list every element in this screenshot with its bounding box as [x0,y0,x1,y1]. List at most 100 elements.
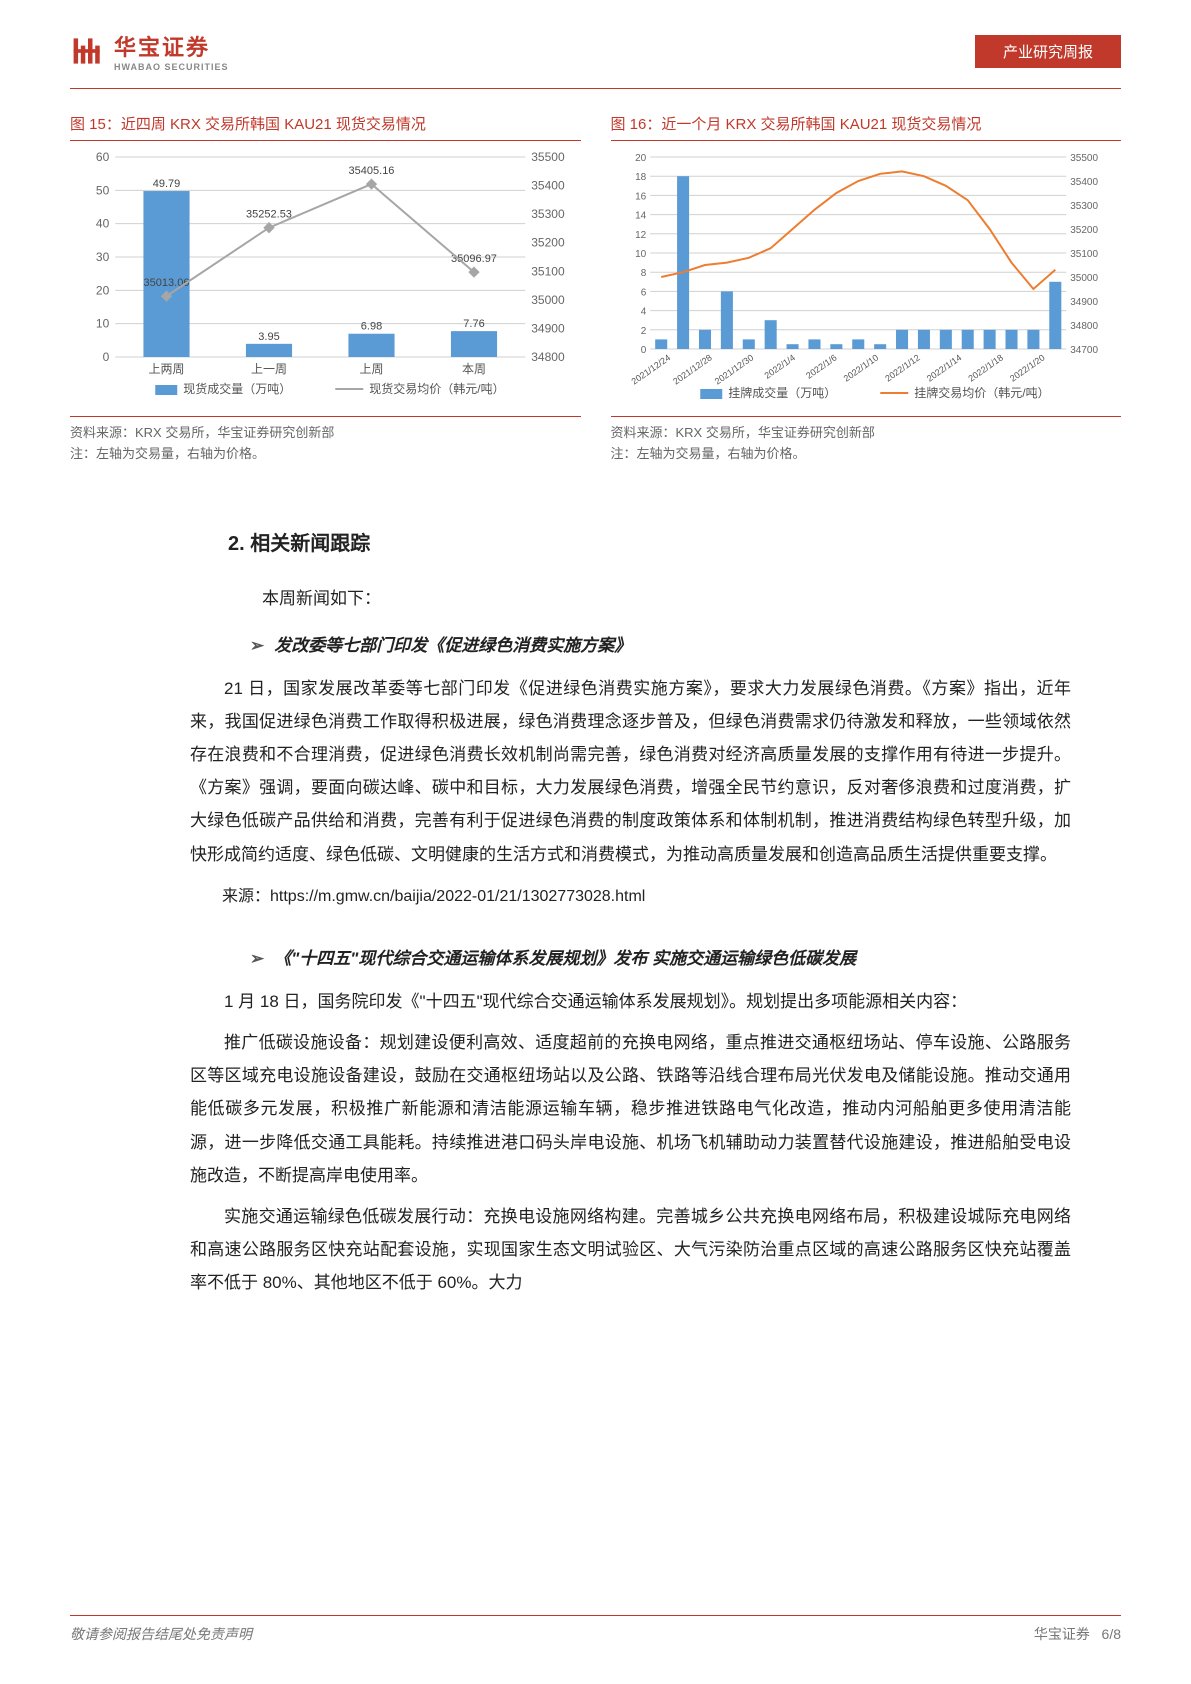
svg-text:2021/12/24: 2021/12/24 [629,352,672,386]
footer-disclaimer: 敬请参阅报告结尾处免责声明 [70,1624,252,1644]
svg-text:49.79: 49.79 [153,178,181,190]
svg-text:4: 4 [640,307,646,318]
svg-text:35400: 35400 [531,179,565,193]
svg-text:30: 30 [96,250,110,264]
svg-text:35100: 35100 [1070,249,1098,260]
svg-text:2022/1/6: 2022/1/6 [804,352,838,380]
svg-text:50: 50 [96,183,110,197]
divider [611,140,1122,141]
svg-text:0: 0 [640,345,646,356]
chart-15-source: 资料来源：KRX 交易所，华宝证券研究创新部 注：左轴为交易量，右轴为价格。 [70,423,581,465]
chart-16-source: 资料来源：KRX 交易所，华宝证券研究创新部 注：左轴为交易量，右轴为价格。 [611,423,1122,465]
svg-text:35000: 35000 [1070,273,1098,284]
page-footer: 敬请参阅报告结尾处免责声明 华宝证券 6/8 [70,1615,1121,1644]
svg-text:12: 12 [635,230,647,241]
svg-text:35013.06: 35013.06 [144,277,190,289]
svg-text:35200: 35200 [1070,225,1098,236]
svg-text:34900: 34900 [1070,297,1098,308]
svg-text:40: 40 [96,217,110,231]
svg-text:34800: 34800 [531,350,565,364]
svg-text:14: 14 [635,211,647,222]
chart-15: 0102030405060348003490035000351003520035… [70,147,581,407]
svg-text:2022/1/18: 2022/1/18 [966,352,1005,383]
svg-text:7.76: 7.76 [463,318,484,330]
svg-text:2022/1/4: 2022/1/4 [762,352,796,380]
svg-text:35500: 35500 [1070,153,1098,164]
source-text: 资料来源：KRX 交易所，华宝证券研究创新部 [611,423,1122,444]
news-2-headline: ➢ 《"十四五"现代综合交通运输体系发展规划》发布 实施交通运输绿色低碳发展 [250,942,1071,975]
logo-text-en: HWABAO SECURITIES [114,62,229,72]
svg-text:34800: 34800 [1070,321,1098,332]
svg-text:2021/12/28: 2021/12/28 [671,352,714,386]
svg-text:35100: 35100 [531,264,565,278]
note-text: 注：左轴为交易量，右轴为价格。 [611,444,1122,465]
svg-text:35300: 35300 [531,207,565,221]
divider [611,416,1122,417]
svg-text:20: 20 [635,153,647,164]
svg-text:上周: 上周 [359,362,383,376]
svg-text:2021/12/30: 2021/12/30 [712,352,755,386]
svg-text:挂牌交易均价（韩元/吨）: 挂牌交易均价（韩元/吨） [914,385,1049,400]
bullet-marker-icon: ➢ [250,942,264,975]
svg-text:2022/1/20: 2022/1/20 [1008,352,1047,383]
svg-text:6.98: 6.98 [361,321,382,333]
svg-text:2022/1/10: 2022/1/10 [841,352,880,383]
chart-16: 0 2 4 6 8 10 12 14 16 18 20 34700 34800 34900 35000 351… [611,147,1122,407]
svg-text:35252.53: 35252.53 [246,209,292,221]
svg-text:6: 6 [640,287,646,298]
svg-text:2: 2 [640,326,646,337]
svg-text:34900: 34900 [531,321,565,335]
footer-right: 华宝证券 6/8 [1034,1624,1121,1644]
svg-text:10: 10 [635,249,647,260]
section-2-intro: 本周新闻如下： [228,582,1071,615]
svg-text:挂牌成交量（万吨）: 挂牌成交量（万吨） [728,385,836,400]
svg-text:上两周: 上两周 [148,362,184,376]
company-logo: 华宝证券 HWABAO SECURITIES [70,30,229,72]
svg-text:18: 18 [635,172,647,183]
svg-text:16: 16 [635,191,647,202]
news-2-para-2: 推广低碳设施设备：规划建设便利高效、适度超前的充换电网络，重点推进交通枢纽场站、… [190,1026,1071,1192]
svg-text:35000: 35000 [531,293,565,307]
divider [70,140,581,141]
svg-text:60: 60 [96,150,110,164]
chart-16-title: 图 16：近一个月 KRX 交易所韩国 KAU21 现货交易情况 [611,113,1122,134]
footer-divider [70,1615,1121,1616]
svg-text:10: 10 [96,317,110,331]
svg-text:8: 8 [640,268,646,279]
news-1-headline: ➢ 发改委等七部门印发《促进绿色消费实施方案》 [250,629,1071,662]
logo-text-cn: 华宝证券 [114,35,210,60]
svg-text:35500: 35500 [531,150,565,164]
chart-15-block: 图 15：近四周 KRX 交易所韩国 KAU21 现货交易情况 01020304… [70,113,581,465]
chart-15-title: 图 15：近四周 KRX 交易所韩国 KAU21 现货交易情况 [70,113,581,134]
svg-text:20: 20 [96,283,110,297]
news-1-para-1: 21 日，国家发展改革委等七部门印发《促进绿色消费实施方案》，要求大力发展绿色消… [190,672,1071,871]
svg-text:2022/1/12: 2022/1/12 [883,352,922,383]
logo-icon [70,33,106,69]
svg-text:35405.16: 35405.16 [349,165,395,177]
news-2-para-1: 1 月 18 日，国务院印发《"十四五"现代综合交通运输体系发展规划》。规划提出… [190,985,1071,1018]
charts-row: 图 15：近四周 KRX 交易所韩国 KAU21 现货交易情况 0 10 20 30 4… [0,89,1191,465]
svg-text:3.95: 3.95 [258,331,279,343]
bullet-marker-icon: ➢ [250,629,264,662]
section-2-heading: 2. 相关新闻跟踪 [228,525,1071,564]
chart-16-block: 图 16：近一个月 KRX 交易所韩国 KAU21 现货交易情况 0 2 4 6 8 10… [611,113,1122,465]
news-1-source: 来源：https://m.gmw.cn/baijia/2022-01/21/13… [190,881,1071,912]
footer-company: 华宝证券 [1034,1626,1090,1642]
svg-text:34700: 34700 [1070,345,1098,356]
source-text: 资料来源：KRX 交易所，华宝证券研究创新部 [70,423,581,444]
svg-text:本周: 本周 [462,362,486,376]
divider [70,416,581,417]
svg-text:2022/1/14: 2022/1/14 [924,352,963,383]
svg-text:35300: 35300 [1070,201,1098,212]
news-2-para-3: 实施交通运输绿色低碳发展行动：充换电设施网络构建。完善城乡公共充换电网络布局，积… [190,1200,1071,1299]
svg-text:35200: 35200 [531,236,565,250]
svg-text:35400: 35400 [1070,177,1098,188]
svg-text:上一周: 上一周 [251,362,287,376]
report-type-tag: 产业研究周报 [975,35,1121,68]
note-text: 注：左轴为交易量，右轴为价格。 [70,444,581,465]
svg-text:现货交易均价（韩元/吨）: 现货交易均价（韩元/吨） [369,381,504,396]
headline-text: 发改委等七部门印发《促进绿色消费实施方案》 [274,629,631,662]
headline-text: 《"十四五"现代综合交通运输体系发展规划》发布 实施交通运输绿色低碳发展 [274,942,856,975]
body-content: 2. 相关新闻跟踪 本周新闻如下： ➢ 发改委等七部门印发《促进绿色消费实施方案… [0,465,1191,1300]
footer-page: 6/8 [1102,1626,1121,1642]
